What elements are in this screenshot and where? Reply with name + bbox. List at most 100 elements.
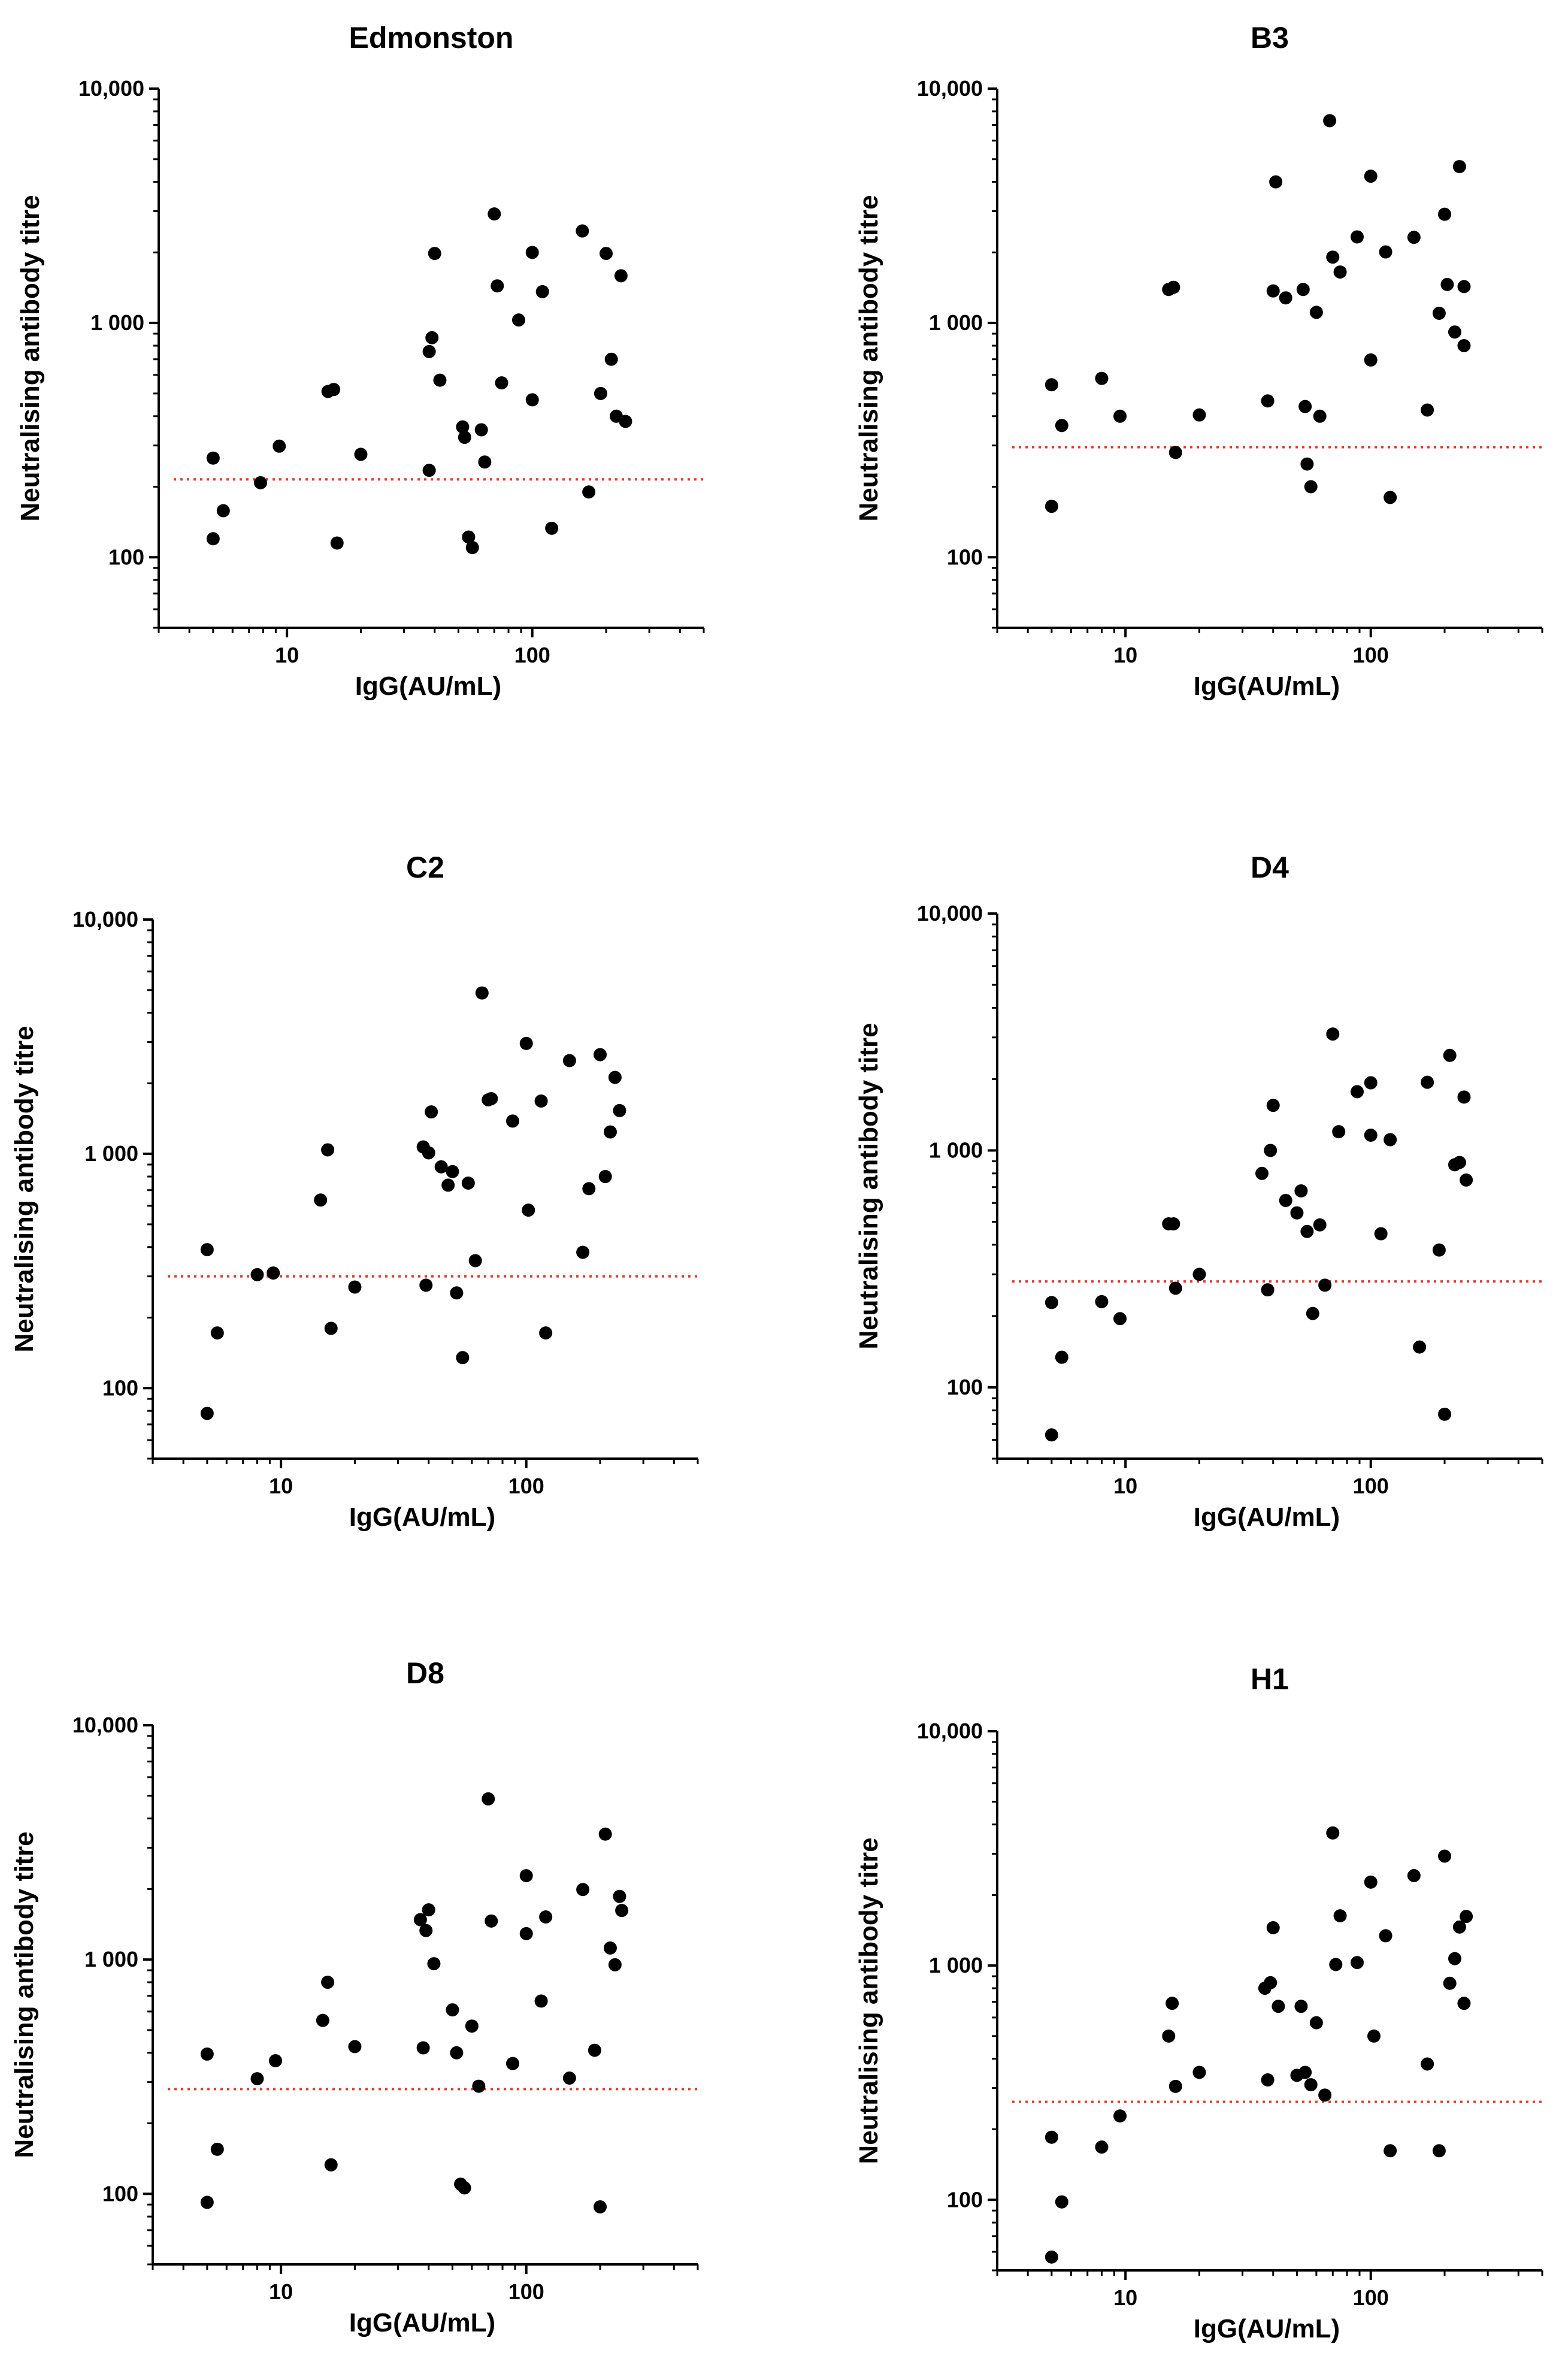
data-point [1255,1166,1269,1180]
panel-title: B3 [1251,21,1289,55]
data-point [1290,1206,1304,1220]
data-point [1266,1921,1280,1935]
data-point [1045,1296,1058,1310]
data-point [1350,230,1364,244]
data-point [594,1048,607,1062]
data-point [1095,1295,1109,1308]
panel-title: D8 [406,1656,444,1690]
data-point [582,1182,596,1196]
data-point [456,420,470,434]
data-point [434,1160,448,1174]
data-point [576,1245,590,1259]
data-point [465,541,479,555]
panel-title: Edmonston [349,21,514,55]
data-point [608,1070,622,1084]
data-point [458,2181,471,2195]
data-point [534,1094,548,1108]
data-point [603,1125,617,1139]
data-point [1364,353,1378,367]
data-point [1438,1849,1452,1863]
data-point [427,1957,441,1971]
data-point [1407,231,1421,244]
data-point [472,2079,486,2093]
data-point [314,1193,328,1207]
x-axis-label: IgG(AU/mL) [355,672,501,701]
data-point [1055,2195,1068,2209]
data-point [210,1326,224,1340]
panel-title: D4 [1251,851,1289,884]
data-point [428,247,441,261]
data-point [1440,277,1454,291]
chart-panel-d8: D8 100 1 000 10,000 10 100 IgG(AU/mL) Neutralis… [10,1656,699,2337]
data-point [1113,2109,1127,2123]
data-point [519,1927,533,1940]
x-tick-label: 100 [508,1474,544,1498]
data-point [1306,1307,1319,1320]
data-point [1432,1243,1446,1257]
data-point [519,1869,533,1883]
data-point [505,2057,519,2070]
data-point [608,1958,622,1971]
data-point [422,1903,435,1917]
data-point [206,451,220,465]
data-point [450,1286,464,1300]
chart-panel-b3: B3 100 1 000 10,000 10 100 IgG(AU/mL) Neutralis… [854,21,1543,701]
data-point [613,1103,626,1117]
data-point [488,207,501,221]
data-point [1364,170,1378,183]
data-point [1313,409,1327,423]
data-point [250,2072,264,2086]
panel-title: H1 [1251,1662,1289,1696]
data-point [614,269,628,283]
data-point [1261,1283,1275,1297]
data-point [1421,1075,1434,1089]
data-point [619,415,632,428]
data-point [603,1941,617,1955]
data-point [1309,2016,1323,2030]
data-point [1045,2130,1058,2144]
x-tick-label: 10 [1113,643,1137,667]
data-point [519,1036,533,1050]
data-point [327,383,341,397]
x-tick-label: 10 [269,1474,293,1498]
y-tick-label: 100 [947,2187,983,2212]
y-tick-label: 1 000 [84,1141,138,1166]
x-axis-label: IgG(AU/mL) [1194,672,1340,701]
data-point [525,246,539,259]
data-point [495,376,508,390]
data-point [482,1792,495,1806]
data-point [1364,1128,1378,1142]
data-point [324,2158,338,2172]
x-axis-label: IgG(AU/mL) [1194,2314,1340,2343]
data-point [216,504,230,518]
x-tick-label: 100 [514,643,550,667]
data-point [1448,325,1461,339]
data-point [1350,1085,1364,1099]
data-point [433,373,447,387]
data-point [1364,1875,1378,1889]
data-point [1045,1428,1058,1442]
data-point [1272,2000,1285,2013]
x-tick-label: 100 [1353,643,1389,667]
data-point [576,224,589,238]
data-point [1045,500,1058,513]
data-point [210,2142,224,2156]
data-point [1167,1217,1180,1230]
data-point [446,2003,459,2017]
data-point [1421,2057,1434,2071]
data-point [267,1266,280,1280]
data-point [1266,284,1280,298]
data-point [1279,291,1292,305]
data-point [522,1203,535,1217]
data-point [1264,1976,1278,1989]
data-point [422,1146,435,1160]
data-point [598,1170,612,1184]
data-point [1452,160,1466,174]
data-point [615,1904,629,1918]
data-point [419,1924,433,1937]
data-point [1384,491,1397,504]
data-point [485,1914,498,1928]
data-point [1266,1099,1280,1112]
data-point [1460,1910,1473,1924]
data-point [1298,2066,1312,2079]
